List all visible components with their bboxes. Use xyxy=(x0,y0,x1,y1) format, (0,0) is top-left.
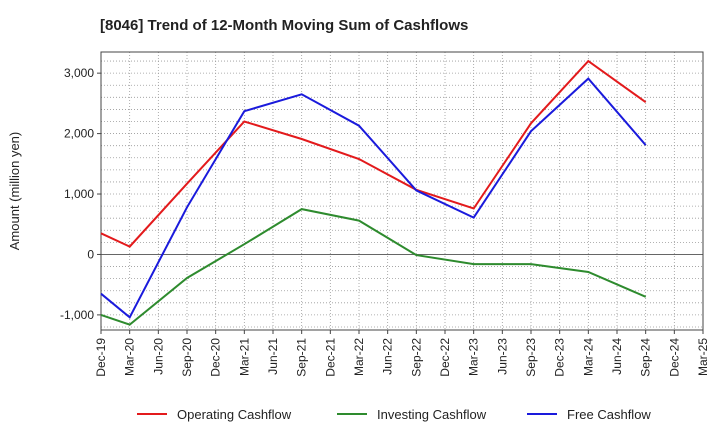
x-tick-label: Dec-20 xyxy=(209,338,223,377)
plot-border xyxy=(100,51,704,331)
axes: -1,000 0 1,000 2,000 3,000 Dec-19 Mar-20 Jun-20… xyxy=(60,51,710,377)
x-tick-label: Sep-24 xyxy=(639,338,653,377)
x-tick-label: Mar-23 xyxy=(467,338,481,376)
x-tick-label: Mar-22 xyxy=(352,338,366,376)
series-lines xyxy=(100,59,647,326)
x-tick-label: Mar-25 xyxy=(696,338,710,376)
x-tick-label: Mar-24 xyxy=(581,338,595,376)
y-tick-label: 1,000 xyxy=(64,187,94,201)
x-tick-label: Dec-19 xyxy=(94,338,108,377)
x-tick-label: Jun-20 xyxy=(151,338,165,375)
legend: Operating Cashflow Investing Cashflow Free… xyxy=(137,407,651,422)
legend-label: Operating Cashflow xyxy=(177,407,292,422)
x-tick-label: Mar-21 xyxy=(237,338,251,376)
y-axis-label: Amount (million yen) xyxy=(7,132,22,251)
grid xyxy=(100,52,704,330)
x-tick-label: Jun-22 xyxy=(381,338,395,375)
x-tick-label: Dec-22 xyxy=(438,338,452,377)
x-tick-label: Sep-20 xyxy=(180,338,194,377)
legend-label: Investing Cashflow xyxy=(377,407,487,422)
x-tick-label: Jun-23 xyxy=(495,338,509,375)
x-tick-label: Dec-23 xyxy=(553,338,567,377)
y-tick-label: 3,000 xyxy=(64,66,94,80)
x-tick-label: Jun-24 xyxy=(610,338,624,375)
legend-label: Free Cashflow xyxy=(567,407,651,422)
x-tick-label: Sep-21 xyxy=(295,338,309,377)
y-tick-label: 0 xyxy=(87,247,94,261)
chart-title: [8046] Trend of 12-Month Moving Sum of C… xyxy=(100,17,468,34)
investing-cashflow-line xyxy=(100,208,647,326)
y-tick-label: 2,000 xyxy=(64,127,94,141)
y-tick-label: -1,000 xyxy=(60,308,94,322)
x-tick-label: Dec-24 xyxy=(667,338,681,377)
x-tick-label: Sep-23 xyxy=(524,338,538,377)
free-cashflow-line xyxy=(100,77,647,319)
operating-cashflow-line xyxy=(100,59,647,248)
x-tick-label: Sep-22 xyxy=(409,338,423,377)
x-tick-label: Jun-21 xyxy=(266,338,280,375)
x-tick-label: Dec-21 xyxy=(323,338,337,377)
x-tick-label: Mar-20 xyxy=(123,338,137,376)
